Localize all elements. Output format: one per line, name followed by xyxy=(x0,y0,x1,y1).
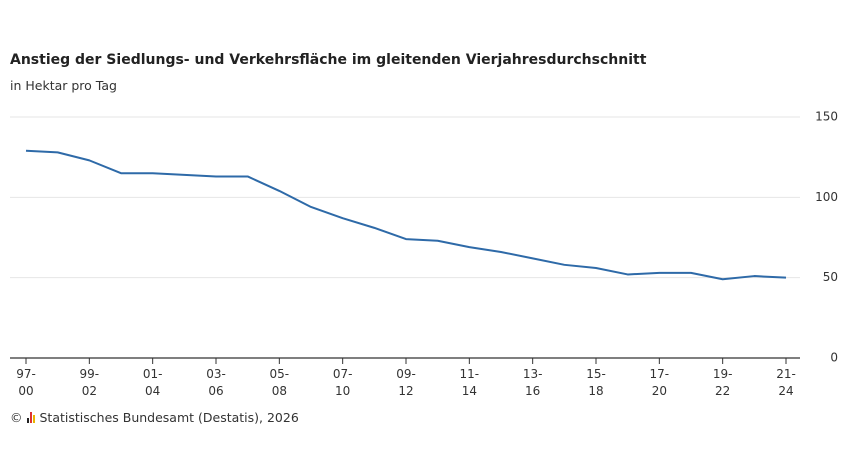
x-tick-label: 07-10 xyxy=(332,367,353,398)
x-tick-label: 11-14 xyxy=(459,367,480,398)
x-tick-label: 01-04 xyxy=(142,367,163,398)
x-tick-label: 13-16 xyxy=(522,367,543,398)
y-tick-label: 100 xyxy=(815,190,838,204)
x-tick-label: 09-12 xyxy=(396,367,416,398)
chart-title: Anstieg der Siedlungs- und Verkehrsfläch… xyxy=(10,52,647,68)
logo-icon xyxy=(26,412,36,423)
x-tick-label: 17-20 xyxy=(649,367,670,398)
x-tick-label: 05-08 xyxy=(269,367,290,398)
y-tick-label: 0 xyxy=(830,351,838,365)
y-tick-label: 150 xyxy=(815,110,838,124)
chart-subtitle: in Hektar pro Tag xyxy=(10,78,117,93)
x-tick-label: 15-18 xyxy=(586,367,606,398)
x-tick-label: 99-02 xyxy=(79,367,100,398)
x-tick-label: 97-00 xyxy=(16,367,36,398)
source-text: Statistisches Bundesamt (Destatis), 2026 xyxy=(39,410,299,425)
source-line: © Statistisches Bundesamt (Destatis), 20… xyxy=(10,410,299,425)
y-tick-label: 50 xyxy=(823,270,838,284)
data-line xyxy=(25,149,787,281)
x-tick-label: 19-22 xyxy=(712,367,733,398)
x-tick-label: 21-24 xyxy=(776,367,796,398)
x-tick-label: 03-06 xyxy=(206,367,226,398)
copyright: © xyxy=(10,410,23,425)
